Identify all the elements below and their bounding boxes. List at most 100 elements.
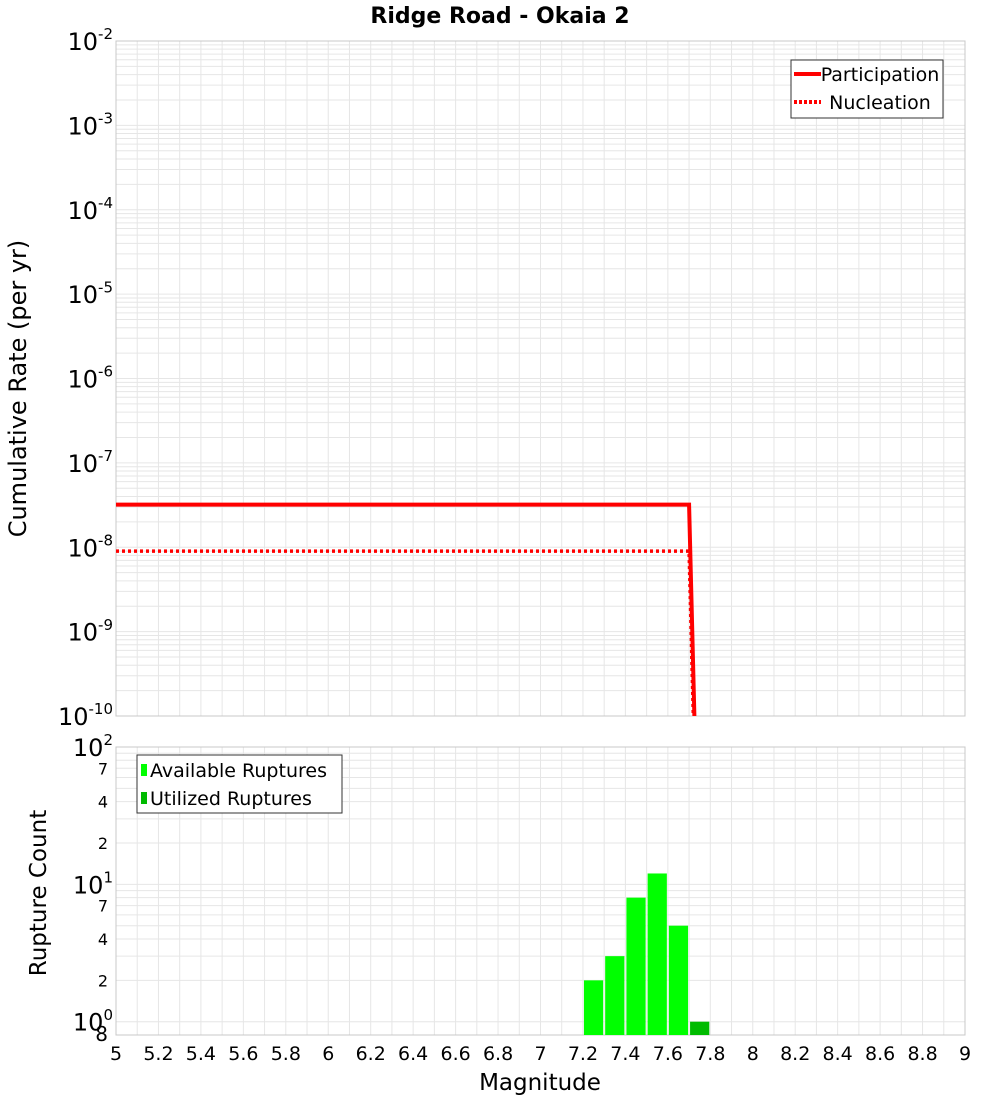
y-minor-tick-label: 8 [95, 1022, 108, 1046]
y-minor-tick-label: 7 [98, 759, 108, 778]
x-tick-label: 5.6 [228, 1043, 258, 1065]
svg-text:100: 100 [73, 1006, 113, 1037]
x-tick-label: 5 [110, 1043, 122, 1065]
svg-text:102: 102 [73, 731, 113, 762]
legend-label-available-ruptures: Available Ruptures [150, 760, 327, 782]
y-minor-tick-label: 4 [98, 793, 108, 812]
x-tick-label: 8.2 [780, 1043, 810, 1065]
y-tick-label: 10-4 [67, 194, 113, 225]
y-tick-label: 10-2 [67, 25, 113, 56]
svg-text:10-4: 10-4 [67, 194, 113, 225]
legend-swatch-available-ruptures [141, 764, 147, 776]
chart-title: Ridge Road - Okaia 2 [370, 4, 629, 29]
legend: Participation Nucleation [790, 59, 944, 119]
plot-frame [115, 746, 966, 1036]
svg-text:10-7: 10-7 [67, 447, 113, 478]
y-tick-label: 10-9 [67, 616, 113, 647]
tick-exponent: 1 [103, 869, 113, 887]
tick-exponent: -6 [98, 363, 113, 381]
svg-text:10-9: 10-9 [67, 616, 113, 647]
x-axis-label: Magnitude [479, 1070, 601, 1096]
legend-label-nucleation: Nucleation [829, 92, 931, 114]
svg-text:10-2: 10-2 [67, 25, 113, 56]
bar-available-ruptures [605, 956, 625, 1035]
tick-base: 10 [73, 1009, 104, 1037]
tick-exponent: -3 [98, 110, 113, 128]
tick-base: 10 [67, 619, 98, 647]
x-tick-label: 5.2 [143, 1043, 173, 1065]
legend-label-utilized-ruptures: Utilized Ruptures [150, 788, 312, 810]
tick-base: 10 [67, 366, 98, 394]
bar-available-ruptures [647, 873, 667, 1035]
bar-available-ruptures [668, 925, 689, 1035]
series-line-nucleation [116, 549, 696, 717]
legend-swatch-utilized-ruptures [141, 792, 147, 804]
y-tick-label: 100 [73, 1006, 113, 1037]
svg-text:101: 101 [73, 869, 113, 900]
x-tick-label: 6.6 [440, 1043, 470, 1065]
svg-text:10-10: 10-10 [58, 700, 113, 731]
tick-exponent: -9 [98, 616, 113, 634]
x-tick-label: 8.6 [865, 1043, 895, 1065]
legend: Available Ruptures Utilized Ruptures [136, 754, 343, 814]
y-tick-label: 102 [73, 731, 113, 762]
x-tick-label: 8.8 [907, 1043, 937, 1065]
x-tick-label: 7.2 [568, 1043, 598, 1065]
x-tick-label: 6 [322, 1043, 334, 1065]
tick-exponent: -5 [98, 278, 113, 296]
series-line-participation [116, 502, 697, 717]
y-tick-label: 10-7 [67, 447, 113, 478]
x-tick-label: 5.8 [271, 1043, 301, 1065]
tick-exponent: -2 [98, 25, 113, 43]
tick-exponent: -8 [98, 531, 113, 549]
x-tick-label: 8.4 [823, 1043, 853, 1065]
tick-exponent: -7 [98, 447, 113, 465]
y-tick-label: 10-6 [67, 363, 113, 394]
x-tick-label: 5.4 [186, 1043, 216, 1065]
y-tick-label: 10-5 [67, 278, 113, 309]
tick-exponent: 2 [103, 731, 113, 749]
tick-base: 10 [67, 28, 98, 56]
bar-available-ruptures [583, 980, 604, 1035]
x-tick-label: 7.4 [610, 1043, 640, 1065]
tick-base: 10 [73, 871, 104, 899]
plot-frame [115, 40, 966, 717]
x-tick-label: 8 [747, 1043, 759, 1065]
tick-base: 10 [67, 450, 98, 478]
svg-text:10-8: 10-8 [67, 531, 113, 562]
svg-text:10-6: 10-6 [67, 363, 113, 394]
y-minor-tick-label: 2 [98, 834, 108, 853]
tick-base: 10 [67, 197, 98, 225]
x-tick-label: 6.8 [483, 1043, 513, 1065]
legend-box [136, 754, 343, 814]
tick-exponent: -4 [98, 194, 113, 212]
y-minor-tick-label: 7 [98, 897, 108, 916]
x-tick-label: 9 [959, 1043, 971, 1065]
y-minor-tick-label: 4 [98, 930, 108, 949]
tick-base: 10 [67, 281, 98, 309]
legend-label-participation: Participation [821, 64, 940, 86]
tick-base: 10 [58, 703, 89, 731]
rate-panel: Ridge Road - Okaia 210-210-310-410-510-6… [4, 4, 966, 731]
y-tick-label: 10-8 [67, 531, 113, 562]
tick-exponent: -10 [89, 700, 114, 718]
y-axis-label: Cumulative Rate (per yr) [4, 240, 32, 538]
tick-base: 10 [73, 734, 104, 762]
svg-text:10-5: 10-5 [67, 278, 113, 309]
y-minor-tick-label: 2 [98, 971, 108, 990]
bar-available-ruptures [626, 897, 646, 1035]
x-tick-label: 7.8 [695, 1043, 725, 1065]
x-tick-label: 6.2 [356, 1043, 386, 1065]
tick-exponent: 0 [103, 1006, 113, 1024]
tick-base: 10 [67, 112, 98, 140]
x-tick-label: 7 [534, 1043, 546, 1065]
y-tick-label: 101 [73, 869, 113, 900]
x-tick-label: 7.6 [653, 1043, 683, 1065]
bar-utilized-ruptures [690, 1021, 710, 1035]
y-tick-label: 10-3 [67, 110, 113, 141]
legend-box [790, 59, 944, 119]
y-tick-label: 10-10 [58, 700, 113, 731]
svg-text:10-3: 10-3 [67, 110, 113, 141]
